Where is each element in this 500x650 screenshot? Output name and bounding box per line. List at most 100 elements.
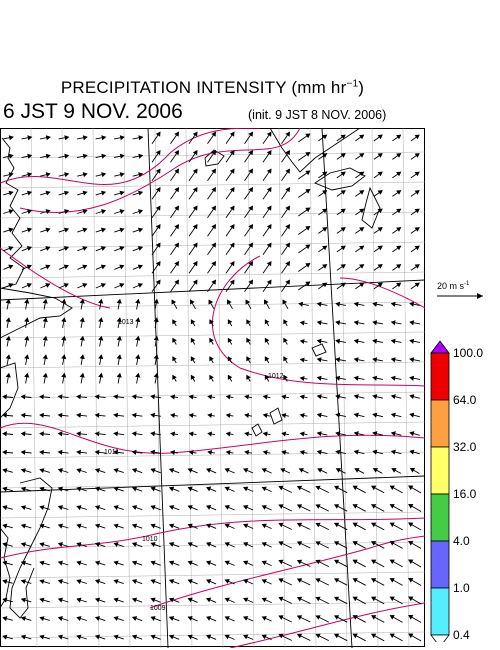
wind-vector (168, 634, 180, 640)
wind-vector (264, 319, 270, 327)
wind-vector (409, 412, 420, 418)
wind-vector (58, 209, 70, 215)
wind-vector (79, 298, 85, 310)
wind-vector (283, 374, 288, 382)
colorbar-label: 64.0 (453, 393, 477, 407)
wind-vector (333, 615, 348, 623)
wind-vector (278, 596, 292, 604)
wind-vector (131, 431, 143, 437)
wind-vector (410, 282, 420, 290)
wind-vector (225, 224, 235, 237)
wind-vector (278, 559, 292, 567)
wind-vector (333, 596, 348, 605)
isobar-line (0, 128, 261, 185)
wind-vector (3, 227, 14, 233)
wind-vector (389, 541, 403, 549)
wind-vector (246, 356, 251, 364)
wind-vector (131, 523, 143, 529)
wind-vector (392, 208, 402, 216)
wind-vector (224, 579, 235, 585)
wind-vector (262, 131, 272, 144)
wind-vector (370, 504, 385, 512)
wind-vector (370, 578, 385, 586)
wind-vector (95, 190, 107, 196)
wind-vector (370, 485, 385, 494)
isobar-line (339, 277, 425, 309)
wind-vector (2, 542, 13, 548)
wind-vector (151, 131, 161, 144)
wind-vector (281, 394, 289, 400)
wind-vector (408, 504, 422, 512)
map-title: PRECIPITATION INTENSITY (mm hr−1) (0, 78, 425, 98)
grid-parallel (0, 361, 425, 369)
wind-vector (224, 523, 235, 529)
wind-vector (20, 412, 32, 418)
wind-vector (316, 412, 328, 418)
wind-vector (3, 283, 14, 289)
grid-meridian (402, 128, 410, 648)
wind-vector (20, 542, 32, 548)
wind-vector (336, 227, 346, 234)
wind-vector (61, 372, 67, 384)
wind-vector (135, 335, 141, 347)
wind-vector (315, 504, 329, 512)
wind-vector (2, 634, 13, 640)
isobar-line (0, 247, 111, 309)
wind-vector (57, 468, 69, 474)
wind-vector (372, 431, 384, 437)
wind-vector (39, 616, 50, 622)
wind-vector (3, 135, 14, 141)
wind-vector (21, 153, 33, 159)
wind-vector (225, 205, 235, 218)
wind-vector (77, 264, 88, 270)
grid-parallel (0, 511, 425, 519)
wind-vector (333, 559, 348, 568)
wind-vector (151, 187, 161, 200)
wind-vector (336, 264, 346, 271)
wind-vector (94, 560, 106, 566)
wind-vector (336, 245, 346, 253)
wind-vector (408, 485, 422, 494)
wind-vector (224, 486, 235, 492)
coast-okinawa (311, 343, 327, 357)
wind-vector (336, 190, 346, 197)
wind-vector (244, 131, 254, 144)
wind-vector (150, 412, 161, 418)
wind-vector (170, 394, 179, 400)
wind-vector (206, 486, 217, 492)
wind-vector (94, 542, 106, 548)
wind-vector (40, 172, 51, 178)
wind-vector (131, 634, 143, 640)
wind-vector (299, 320, 308, 326)
wind-vector (355, 153, 365, 160)
wind-vector (114, 172, 125, 178)
wind-vector (261, 542, 272, 548)
wind-vector (132, 209, 144, 215)
wind-vector (170, 279, 180, 292)
wind-vector (131, 468, 143, 474)
wind-vector (190, 374, 196, 382)
major-parallel (0, 475, 425, 493)
coast-honshu (269, 128, 361, 173)
wind-vector (151, 224, 161, 237)
wind-vector (409, 375, 420, 381)
wind-vector (355, 227, 365, 234)
wind-vector (76, 634, 87, 640)
wind-vector (389, 615, 403, 623)
wind-vector (299, 357, 308, 363)
colorbar-label: 16.0 (453, 487, 477, 501)
wind-vector (392, 190, 402, 197)
wind-vector (40, 227, 51, 233)
wind-vector (116, 354, 122, 365)
colorbar-segment (430, 493, 450, 542)
wind-vector (3, 172, 14, 178)
wind-vector (113, 560, 124, 566)
wind-vector (355, 171, 365, 179)
wind-vector (298, 133, 311, 143)
wind-vector (57, 560, 69, 566)
wind-vector (79, 372, 85, 384)
wind-vector (372, 357, 383, 363)
wind-vector (410, 208, 420, 216)
wind-vector (336, 171, 346, 179)
wind-vector (57, 579, 69, 585)
